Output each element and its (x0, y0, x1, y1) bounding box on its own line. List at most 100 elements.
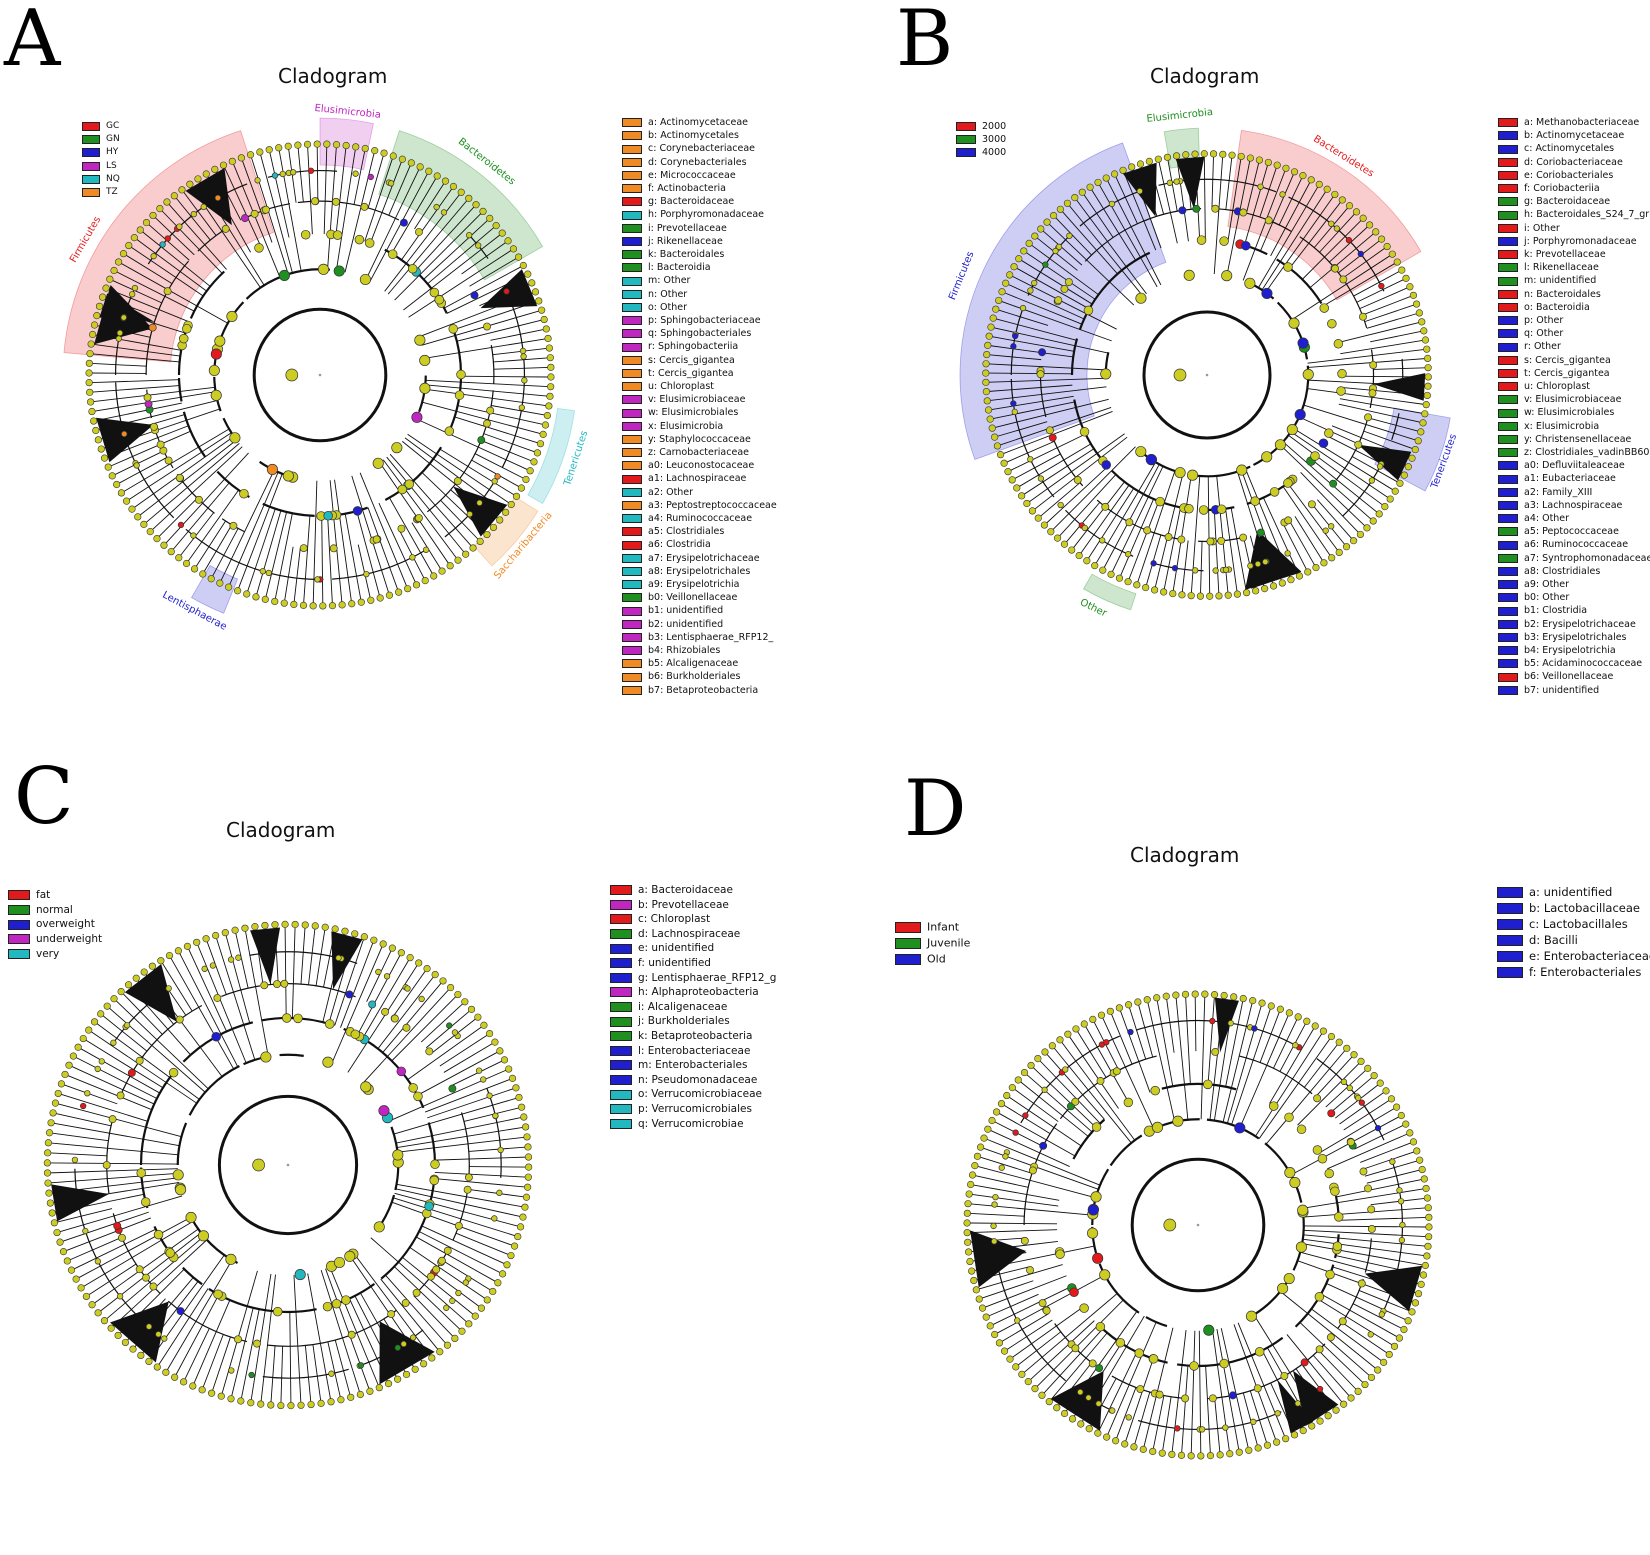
leaf-node (1028, 1062, 1035, 1069)
leaf-node (1277, 1006, 1284, 1013)
legend-label: b: Actinomycetaceae (1524, 130, 1624, 141)
branch-spoke (1173, 475, 1191, 591)
branch-spoke (308, 1273, 331, 1398)
taxa-legend-item: m: Enterobacteriales (610, 1060, 747, 1071)
internal-node (1319, 439, 1328, 448)
legend-label: b0: Veillonellaceae (648, 592, 737, 603)
leaf-node (1279, 580, 1286, 587)
leaf-node (252, 923, 259, 930)
internal-node (141, 1198, 150, 1207)
branch-spoke (1363, 1152, 1414, 1169)
legend-label: a0: Leuconostocaceae (648, 460, 754, 471)
internal-node (226, 1254, 236, 1264)
leaf-node (1339, 197, 1346, 204)
branch-spoke (1155, 473, 1183, 587)
legend-label: b3: Lentisphaerae_RFP12_ (648, 632, 773, 643)
leaf-node (351, 930, 358, 937)
legend-label: j: Rikenellaceae (648, 236, 723, 247)
legend-label: c: Chloroplast (638, 913, 710, 925)
branch-spoke (1373, 368, 1425, 370)
leaf-node (87, 399, 94, 406)
leaf-node (179, 187, 186, 194)
internal-node (1328, 523, 1334, 529)
internal-node (1298, 338, 1308, 348)
leaf-node (1422, 1262, 1429, 1269)
leaf-node (1173, 153, 1180, 160)
internal-node (1102, 503, 1109, 510)
legend-label: i: Prevotellaceae (648, 223, 727, 234)
internal-node (374, 1222, 384, 1232)
branch-arc (268, 171, 337, 178)
leaf-node (472, 1313, 479, 1320)
leaf-node (1247, 155, 1254, 162)
legend-label: u: Chloroplast (648, 381, 714, 392)
leaf-node (459, 1328, 466, 1335)
branch-spoke (298, 148, 303, 202)
leaf-node (138, 1352, 145, 1359)
leaf-node (158, 957, 165, 964)
leaf-node (977, 1144, 984, 1151)
leaf-node (203, 935, 210, 942)
leaf-node (1423, 346, 1430, 353)
leaf-node (481, 1022, 488, 1029)
internal-node (253, 1340, 260, 1347)
leaf-node (972, 1162, 979, 1169)
legend-label: b2: Erysipelotrichaceae (1524, 619, 1636, 630)
leaf-node (1032, 1385, 1039, 1392)
internal-node (177, 224, 183, 230)
leaf-node (80, 1035, 87, 1042)
leaf-node (967, 1181, 974, 1188)
internal-node (441, 210, 447, 216)
leaf-node (973, 1287, 980, 1294)
internal-node (325, 1020, 334, 1029)
leaf-node (1049, 1042, 1056, 1049)
leaf-node (220, 162, 227, 169)
leaf-node (115, 1332, 122, 1339)
internal-node (1053, 248, 1059, 254)
leaf-node (1211, 991, 1218, 998)
leaf-node (465, 195, 472, 202)
leaf-node (412, 1366, 419, 1373)
leaf-node (527, 467, 534, 474)
internal-node (483, 323, 490, 330)
branch-spoke (1164, 507, 1180, 589)
legend-label: h: Porphyromonadaceae (648, 209, 764, 220)
internal-node (315, 577, 321, 583)
leaf-node (1392, 488, 1399, 495)
legend-label: j: Burkholderiales (638, 1015, 730, 1027)
leaf-node (98, 446, 105, 453)
collapsed-clade (125, 964, 177, 1022)
leaf-node (1421, 1176, 1428, 1183)
internal-node (109, 1116, 116, 1123)
legend-label: b6: Burkholderiales (648, 671, 740, 682)
branch-spoke (970, 1230, 1057, 1233)
branch-spoke (292, 927, 295, 1018)
leaf-node (44, 1170, 51, 1177)
leaf-node (1025, 1378, 1032, 1385)
leaf-node (1424, 392, 1431, 399)
internal-node (1199, 506, 1208, 515)
branch-arc (209, 1289, 317, 1312)
internal-node (1285, 517, 1292, 524)
leaf-node (455, 557, 462, 564)
branch-spoke (1226, 509, 1237, 591)
internal-node (251, 210, 258, 217)
internal-node (1346, 237, 1352, 243)
internal-node (83, 1228, 89, 1234)
legend-label: k: Bacteroidales (648, 249, 724, 260)
leaf-node (1425, 1204, 1432, 1211)
leaf-node (420, 1361, 427, 1368)
branch-spoke (1217, 1329, 1239, 1449)
leaf-node (187, 181, 194, 188)
leaf-node (1291, 1432, 1298, 1439)
internal-node (1379, 283, 1385, 289)
leaf-node (1098, 1012, 1105, 1019)
internal-node (301, 230, 310, 239)
internal-node (1285, 1167, 1295, 1177)
leaf-node (497, 1048, 504, 1055)
leaf-node (1236, 1449, 1243, 1456)
internal-node (290, 170, 296, 176)
leaf-node (1295, 1014, 1302, 1021)
internal-node (412, 412, 422, 422)
internal-node (128, 1069, 135, 1076)
